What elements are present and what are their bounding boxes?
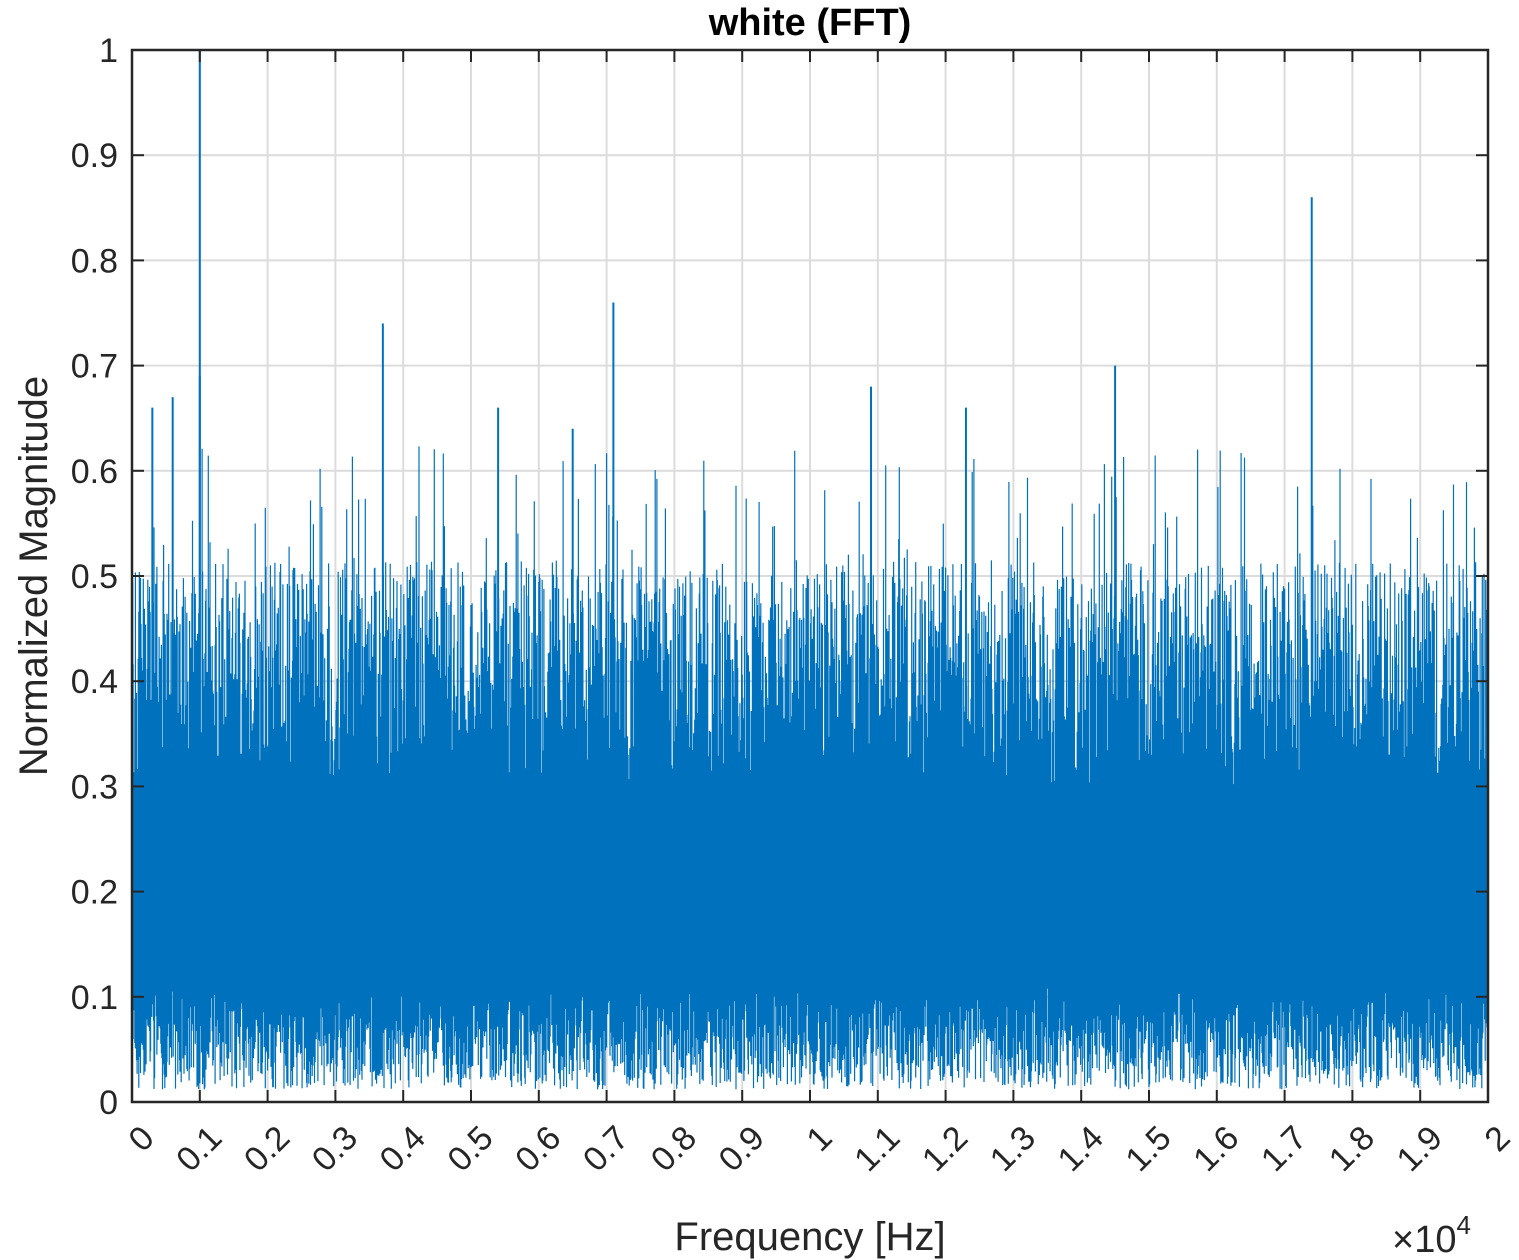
y-tick-label: 0	[99, 1084, 118, 1122]
x-tick-label: 1.1	[847, 1119, 907, 1179]
x-tick-label: 1.2	[915, 1119, 975, 1179]
x-tick-label: 0.4	[373, 1119, 433, 1179]
x-tick-label: 1.8	[1322, 1119, 1382, 1179]
x-axis-label: Frequency [Hz]	[674, 1215, 945, 1259]
y-tick-label: 0.3	[71, 768, 118, 806]
x-tick-label: 0.2	[237, 1119, 297, 1179]
plot-area	[131, 50, 1489, 1090]
y-tick-label: 0.5	[71, 558, 118, 596]
x-tick-label: 1	[799, 1119, 839, 1159]
x-tick-label: 1.9	[1390, 1119, 1450, 1179]
y-axis: 0 0.1 0.2 0.3 0.4 0.5 0.6 0.7 0.8 0.9 1	[71, 32, 1488, 1122]
x-tick-label: 0.9	[712, 1119, 772, 1179]
x-tick-label: 1.4	[1051, 1119, 1111, 1179]
x-tick-label: 1.7	[1254, 1119, 1314, 1179]
y-tick-label: 1	[99, 32, 118, 70]
x-axis-exponent: ×104	[1392, 1210, 1471, 1260]
y-tick-label: 0.6	[71, 453, 118, 491]
x-tick-label: 1.3	[983, 1119, 1043, 1179]
y-axis-label: Normalized Magnitude	[12, 376, 56, 776]
y-tick-label: 0.9	[71, 137, 118, 175]
x-axis-exponent-base: ×10	[1392, 1219, 1456, 1260]
x-tick-label: 0.3	[305, 1119, 365, 1179]
x-tick-label: 2	[1477, 1119, 1517, 1159]
x-tick-label: 1.5	[1118, 1119, 1178, 1179]
x-axis-exponent-power: 4	[1456, 1210, 1470, 1240]
x-tick-label: 0.1	[169, 1119, 229, 1179]
y-tick-label: 0.8	[71, 242, 118, 280]
chart-title: white (FFT)	[708, 2, 912, 44]
y-tick-label: 0.2	[71, 874, 118, 912]
x-tick-label: 0	[121, 1119, 161, 1159]
x-tick-label: 0.8	[644, 1119, 704, 1179]
x-tick-label: 0.5	[440, 1119, 500, 1179]
y-tick-label: 0.4	[71, 663, 118, 701]
x-tick-label: 0.7	[576, 1119, 636, 1179]
y-tick-label: 0.7	[71, 348, 118, 386]
x-tick-label: 1.6	[1186, 1119, 1246, 1179]
y-tick-label: 0.1	[71, 979, 118, 1017]
x-tick-label: 0.6	[508, 1119, 568, 1179]
